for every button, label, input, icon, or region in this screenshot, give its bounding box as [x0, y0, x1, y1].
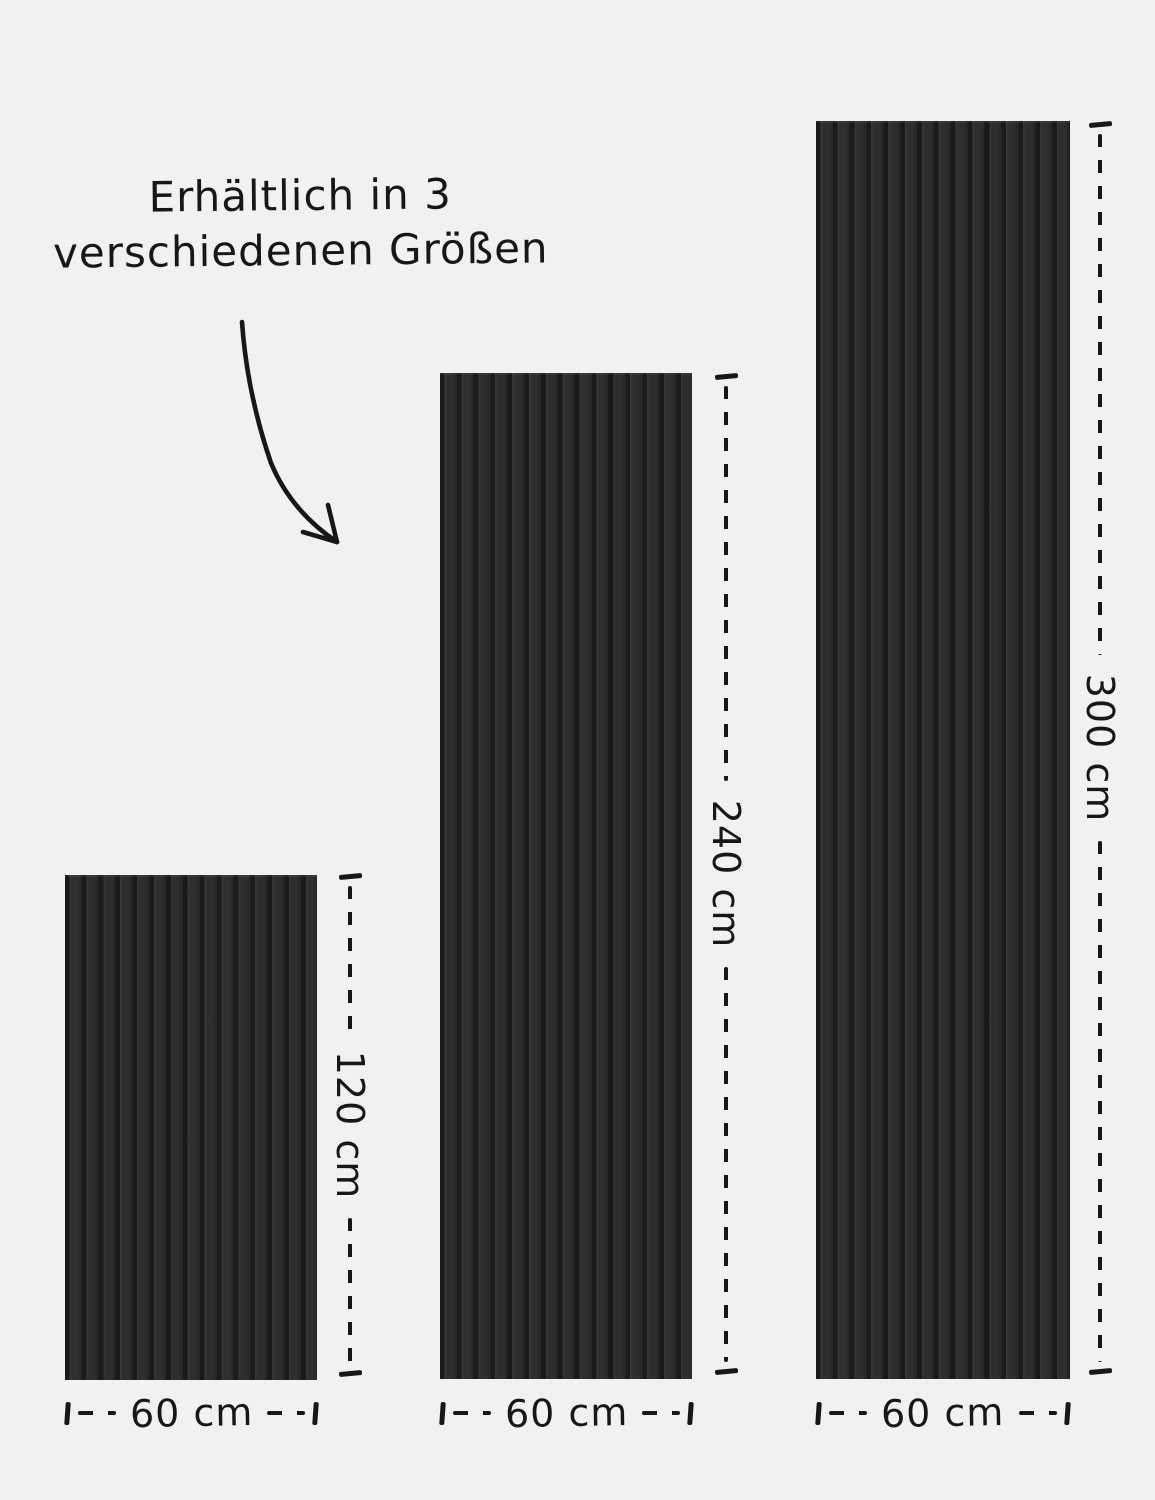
width-label: 60 cm: [880, 1389, 1006, 1437]
height-label-box: 300 cm: [1078, 662, 1122, 834]
dashed-line: [723, 967, 729, 1363]
height-label-box: 240 cm: [704, 788, 748, 960]
dimension-tick: [439, 1401, 446, 1425]
dashed-line: [452, 1410, 491, 1416]
dimension-tick: [64, 1401, 71, 1425]
dimension-tick: [1088, 1368, 1112, 1375]
dashed-line: [723, 385, 729, 781]
dashed-line: [642, 1410, 681, 1416]
dashed-line: [77, 1410, 116, 1416]
width-label: 60 cm: [129, 1389, 254, 1437]
height-dimension-120: 120 cm: [328, 873, 372, 1377]
height-label: 240 cm: [704, 799, 748, 949]
height-dimension-240: 240 cm: [704, 373, 748, 1375]
dimension-tick: [815, 1401, 822, 1425]
dashed-line: [828, 1410, 868, 1416]
panel-60x300: [816, 121, 1070, 1379]
width-dimension-medium: 60 cm: [439, 1390, 694, 1436]
dashed-line: [267, 1410, 306, 1416]
height-label: 120 cm: [328, 1050, 372, 1200]
heading: Erhältlich in 3 verschiedenen Größen: [27, 165, 573, 282]
height-label: 300 cm: [1078, 673, 1122, 823]
width-dimension-large: 60 cm: [815, 1390, 1071, 1436]
panel-60x240: [440, 373, 692, 1379]
dashed-line: [1097, 133, 1103, 655]
dashed-line: [1097, 841, 1103, 1363]
dimension-tick: [338, 873, 362, 880]
dimension-tick: [1064, 1401, 1071, 1425]
width-label: 60 cm: [504, 1389, 629, 1437]
hand-drawn-arrow-icon: [239, 319, 340, 545]
dimension-tick: [687, 1401, 694, 1425]
dimension-tick: [714, 373, 738, 380]
dashed-line: [347, 885, 353, 1032]
height-dimension-300: 300 cm: [1078, 121, 1122, 1375]
dashed-line: [1018, 1410, 1058, 1416]
heading-line-2: verschiedenen Größen: [52, 223, 549, 279]
dimension-tick: [1088, 121, 1112, 128]
height-label-box: 120 cm: [328, 1039, 372, 1211]
dashed-line: [347, 1218, 353, 1365]
heading-line-1: Erhältlich in 3: [148, 169, 453, 222]
panel-60x120: [65, 875, 317, 1380]
dimension-tick: [338, 1370, 362, 1377]
dimension-tick: [312, 1401, 319, 1425]
width-dimension-small: 60 cm: [64, 1390, 319, 1436]
dimension-tick: [714, 1368, 738, 1375]
